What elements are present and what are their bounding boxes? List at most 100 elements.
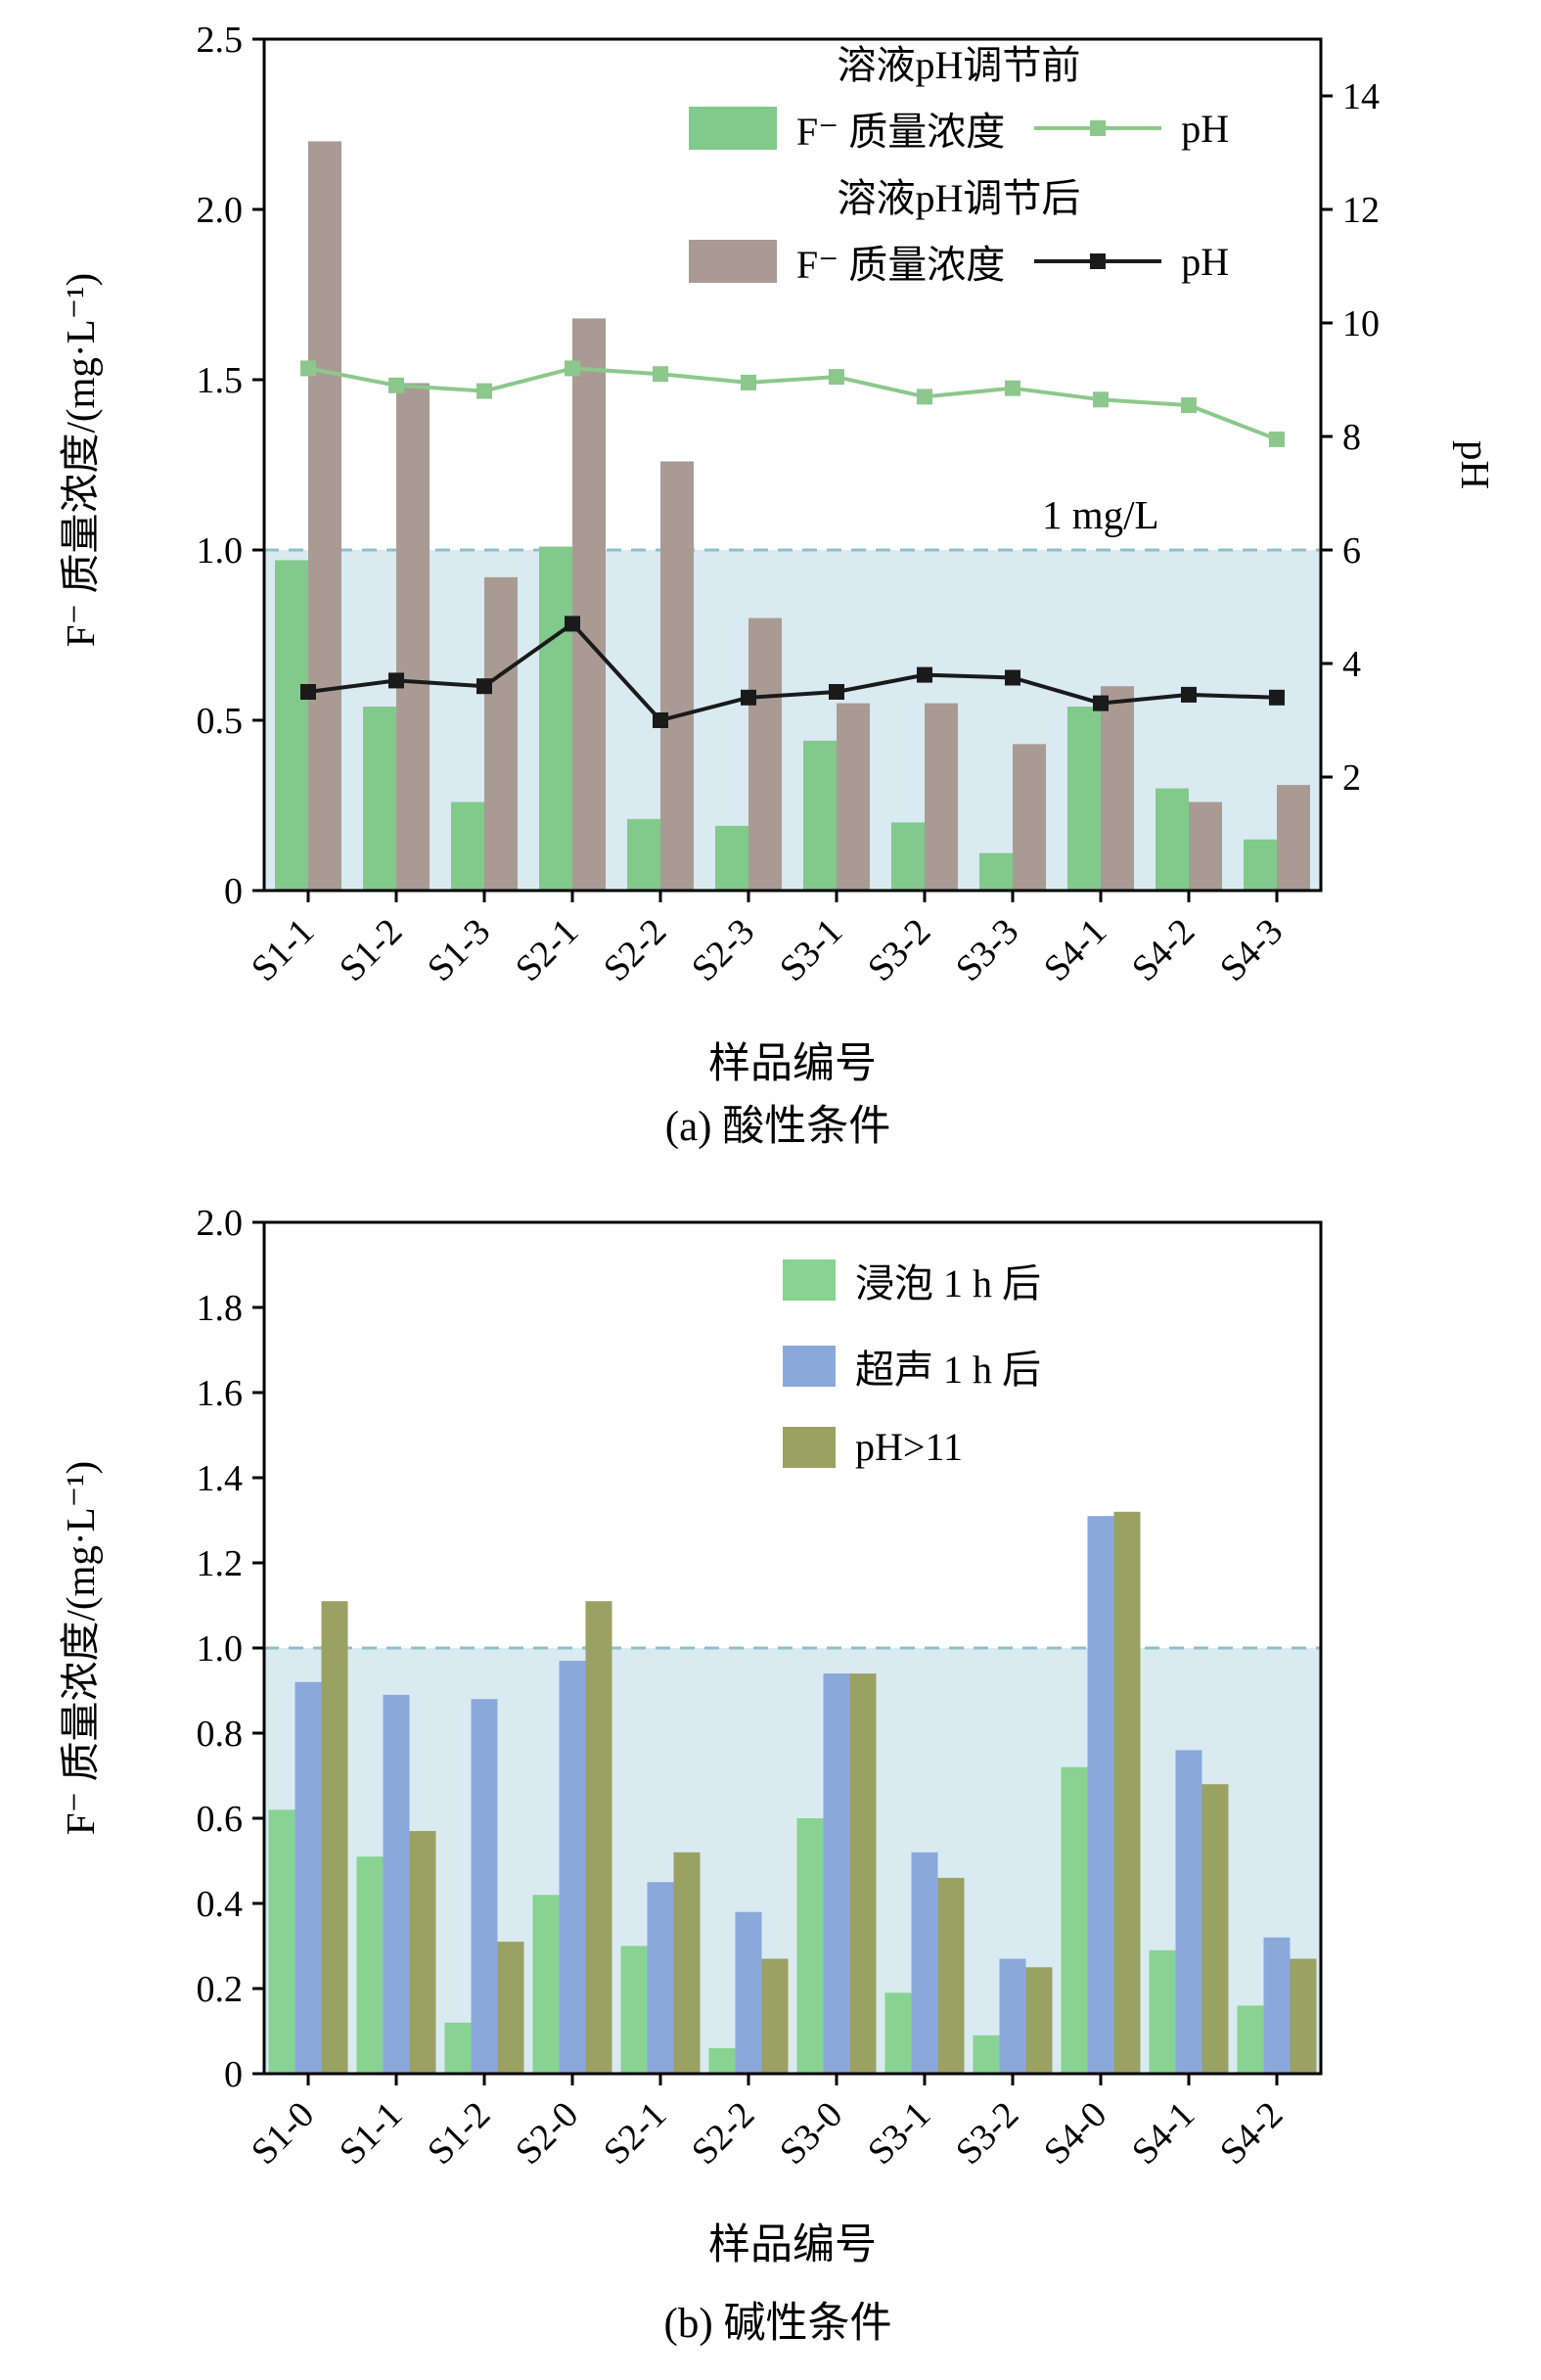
legend-item: F⁻ 质量浓度 [688,233,1006,290]
x-tick-label: S4-1 [1036,911,1114,989]
line-marker-1 [1093,695,1109,711]
y-tick-label: 0.4 [197,1884,244,1925]
y-tick-label: 1.4 [197,1458,244,1499]
legend-bar-swatch [783,1426,836,1468]
y-tick-label: 0 [224,2054,243,2095]
y-tick-label: 1.2 [197,1543,244,1584]
bar-S3-1-s2 [937,1877,965,2074]
line-series-0 [307,366,1278,441]
bar-S2-1-s0 [539,546,572,891]
x-tick-label: S3-1 [860,2094,938,2173]
y-tick-label: 0.5 [197,701,244,742]
line-marker-1 [565,616,580,632]
bar-S1-3-s1 [484,576,518,891]
legend-group-title: 溶液pH调节后 [837,176,1081,220]
line-marker-1 [476,678,492,695]
legend-label: 超声 1 h 后 [855,1348,1041,1392]
chart-a-ylabel-left: F⁻ 质量浓度/(mg·L⁻¹) [58,272,103,648]
y-tick-label: 2.0 [197,1203,244,1244]
y-tick-label: 1.0 [197,1628,244,1670]
bar-S3-3-s1 [1013,744,1046,891]
x-tick-label: S3-2 [948,2094,1026,2173]
y2-tick-label: 6 [1342,530,1361,572]
x-tick-label: S1-1 [332,2094,410,2173]
legend-group-title: 溶液pH调节前 [837,43,1081,87]
bar-S4-3-s0 [1244,839,1277,891]
bar-S3-1-s1 [837,703,870,891]
line-marker-1 [653,712,668,728]
bar-S1-1-s0 [275,560,308,891]
legend-item: pH [1034,106,1229,152]
bar-S4-3-s1 [1277,785,1310,891]
legend-item: 超声 1 h 后 [783,1338,1041,1395]
chart-a-ylabel-right: pH [1453,439,1498,490]
bar-S3-0-s2 [849,1673,877,2074]
bar-S2-1-s2 [673,1852,701,2074]
bar-S2-1-s1 [572,318,606,891]
reference-label: 1 mg/L [1042,492,1159,537]
x-tick-label: S4-1 [1124,2094,1202,2173]
bar-S1-2-s2 [497,1942,524,2074]
bar-S1-0-s2 [321,1601,348,2074]
legend-item: F⁻ 质量浓度 [688,100,1006,157]
legend-bar-swatch [688,107,777,150]
bar-S3-2-s2 [1025,1967,1053,2074]
bar-S1-1-s2 [409,1831,436,2074]
chart-b-xlabel: 样品编号 [708,2222,877,2268]
line-marker-1 [917,666,932,683]
line-marker-1 [300,684,316,700]
bar-S4-2-s0 [1156,788,1189,891]
y-tick-label: 0.6 [197,1799,244,1840]
bar-S4-1-s1 [1101,686,1134,891]
bar-S1-2-s1 [396,383,430,892]
bar-S3-1-s0 [803,740,837,891]
x-tick-label: S1-0 [244,2094,322,2173]
bar-S2-3-s1 [748,618,782,891]
bar-S2-2-s1 [660,461,694,891]
bar-S3-0-s0 [796,1818,824,2074]
line-marker-1 [1005,669,1020,686]
chart-b: 0 0.2 0.4 0.6 0.8 1.0 1.2 1.4 1.6 1.8 2.0 S1-0 S1-1 S… [0,1162,1541,2380]
legend-bar-swatch [688,240,777,283]
chart-a-xlabel: 样品编号 [708,1041,877,1087]
legend-line-sample [1034,120,1162,136]
bar-S3-1-s0 [884,1992,912,2074]
line-marker-0 [1269,431,1285,447]
bar-S2-1-s0 [620,1945,648,2074]
bar-S2-0-s0 [532,1895,560,2074]
line-marker-0 [829,369,844,386]
bar-S3-1-s1 [911,1852,938,2074]
bar-S4-1-s1 [1175,1750,1202,2074]
legend-line-sample [1034,253,1162,269]
legend-line-marker [1090,120,1107,136]
line-marker-1 [388,672,404,689]
chart-b-plot: 00.20.40.60.81.01.21.41.61.82.0S1-0 S1-1 S… [197,1203,1323,2173]
line-marker-0 [388,377,404,393]
bar-S1-2-s1 [471,1699,498,2074]
x-tick-label: S3-0 [772,2094,850,2173]
x-tick-label: S1-2 [332,911,410,989]
bar-S1-1-s1 [383,1694,410,2074]
legend-item: 浸泡 1 h 后 [783,1252,1041,1308]
y2-tick-label: 12 [1342,190,1380,231]
bar-S4-1-s2 [1201,1784,1229,2074]
bar-S1-1-s1 [308,141,341,891]
legend-label: F⁻ 质量浓度 [795,243,1006,287]
y2-tick-label: 14 [1342,76,1380,117]
x-tick-label: S1-3 [420,911,498,989]
bar-S4-2-s1 [1189,801,1222,891]
chart-a-caption: (a) 酸性条件 [664,1104,891,1150]
bar-S4-2-s0 [1237,2005,1264,2074]
bar-S3-0-s1 [823,1673,850,2074]
bar-S4-0-s1 [1087,1516,1114,2074]
x-tick-label: S2-2 [684,2094,762,2173]
bar-S4-1-s0 [1149,1949,1176,2074]
bar-S3-2-s1 [999,1958,1026,2074]
bar-S3-3-s0 [979,852,1013,891]
legend-label: F⁻ 质量浓度 [795,110,1006,154]
y-tick-label: 1.8 [197,1288,244,1329]
legend-bar-swatch [783,1346,836,1387]
y-tick-label: 1.5 [197,360,244,401]
bar-S4-0-s0 [1061,1766,1088,2074]
y-tick-label: 0 [224,871,243,912]
